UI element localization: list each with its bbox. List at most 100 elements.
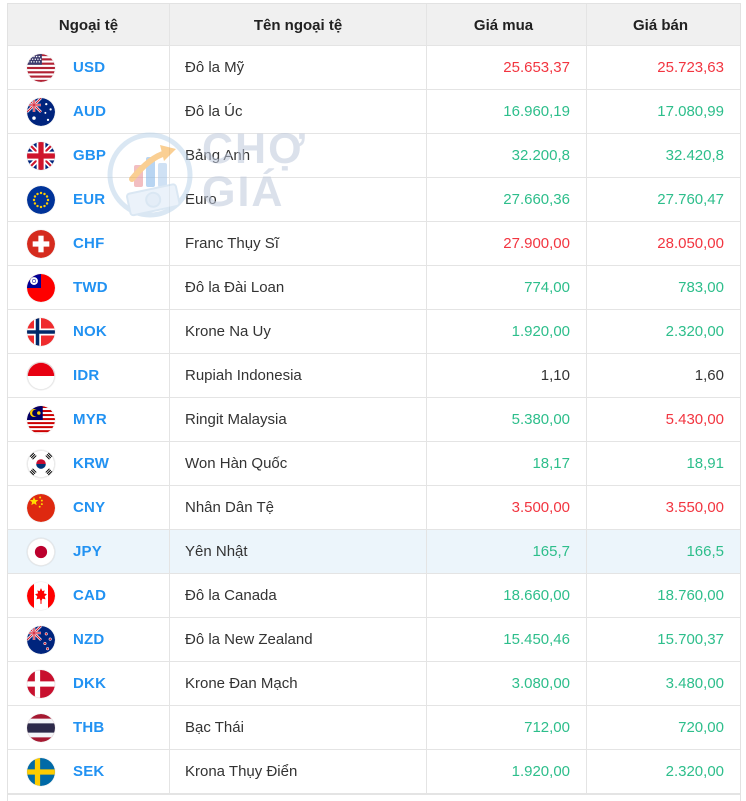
sweden-flag-icon <box>27 757 55 786</box>
buy-price: 3.500,00 <box>511 499 570 516</box>
currency-code-link[interactable]: DKK <box>73 675 107 692</box>
sell-price: 15.700,37 <box>657 631 724 648</box>
currency-row-cny[interactable]: CNY Nhân Dân Tệ 3.500,00 3.550,00 <box>8 486 740 530</box>
currency-cell: NOK <box>8 310 169 353</box>
currency-code-link[interactable]: MYR <box>73 411 107 428</box>
currency-code-link[interactable]: IDR <box>73 367 100 384</box>
buy-price: 25.653,37 <box>503 59 570 76</box>
sell-price: 18,91 <box>686 455 724 472</box>
currency-name: Won Hàn Quốc <box>169 442 426 485</box>
currency-row-nzd[interactable]: NZD Đô la New Zealand 15.450,46 15.700,3… <box>8 618 740 662</box>
currency-code-link[interactable]: USD <box>73 59 106 76</box>
currency-row-cad[interactable]: CAD Đô la Canada 18.660,00 18.760,00 <box>8 574 740 618</box>
currency-cell: DKK <box>8 662 169 705</box>
currency-code-link[interactable]: CNY <box>73 499 106 516</box>
currency-cell: AUD <box>8 90 169 133</box>
buy-price: 27.900,00 <box>503 235 570 252</box>
currency-code-link[interactable]: EUR <box>73 191 106 208</box>
buy-price: 1.920,00 <box>511 323 570 340</box>
currency-name: Yên Nhật <box>169 530 426 573</box>
currency-name: Bảng Anh <box>169 134 426 177</box>
buy-price: 1,10 <box>540 367 570 384</box>
currency-name: Nhân Dân Tệ <box>169 486 426 529</box>
indonesia-flag-icon <box>27 361 55 390</box>
currency-name: Franc Thụy Sĩ <box>169 222 426 265</box>
currency-row-jpy[interactable]: JPY Yên Nhật 165,7 166,5 <box>8 530 740 574</box>
currency-row-myr[interactable]: MYR Ringit Malaysia 5.380,00 5.430,00 <box>8 398 740 442</box>
buy-price: 712,00 <box>524 719 570 736</box>
currency-row-eur[interactable]: EUR Euro 27.660,36 27.760,47 <box>8 178 740 222</box>
currency-cell: NZD <box>8 618 169 661</box>
currency-cell: SEK <box>8 750 169 793</box>
currency-code-link[interactable]: TWD <box>73 279 108 296</box>
china-flag-icon <box>27 493 55 522</box>
currency-row-usd[interactable]: USD Đô la Mỹ 25.653,37 25.723,63 <box>8 46 740 90</box>
sell-price: 3.480,00 <box>665 675 724 692</box>
thailand-flag-icon <box>27 713 55 742</box>
currency-row-dkk[interactable]: DKK Krone Đan Mạch 3.080,00 3.480,00 <box>8 662 740 706</box>
column-header-buy-price: Giá mua <box>426 4 586 47</box>
currency-code-link[interactable]: KRW <box>73 455 110 472</box>
uk-flag-icon <box>27 141 55 170</box>
currency-cell: TWD <box>8 266 169 309</box>
currency-name: Rupiah Indonesia <box>169 354 426 397</box>
sell-price: 28.050,00 <box>657 235 724 252</box>
buy-price: 18.660,00 <box>503 587 570 604</box>
buy-price: 1.920,00 <box>511 763 570 780</box>
currency-code-link[interactable]: THB <box>73 719 105 736</box>
sell-price: 25.723,63 <box>657 59 724 76</box>
currency-row-gbp[interactable]: GBP Bảng Anh 32.200,8 32.420,8 <box>8 134 740 178</box>
taiwan-flag-icon <box>27 273 55 302</box>
currency-cell: GBP <box>8 134 169 177</box>
currency-row-idr[interactable]: IDR Rupiah Indonesia 1,10 1,60 <box>8 354 740 398</box>
sell-price: 1,60 <box>694 367 724 384</box>
currency-row-chf[interactable]: CHF Franc Thụy Sĩ 27.900,00 28.050,00 <box>8 222 740 266</box>
currency-cell: USD <box>8 46 169 89</box>
currency-name: Krone Đan Mạch <box>169 662 426 705</box>
currency-code-link[interactable]: NZD <box>73 631 105 648</box>
buy-price: 27.660,36 <box>503 191 570 208</box>
currency-name: Ringit Malaysia <box>169 398 426 441</box>
currency-cell: CAD <box>8 574 169 617</box>
sell-price: 166,5 <box>686 543 724 560</box>
norway-flag-icon <box>27 317 55 346</box>
currency-code-link[interactable]: GBP <box>73 147 107 164</box>
currency-code-link[interactable]: NOK <box>73 323 107 340</box>
currency-cell: MYR <box>8 398 169 441</box>
currency-row-thb[interactable]: THB Bạc Thái 712,00 720,00 <box>8 706 740 750</box>
sell-price: 32.420,8 <box>665 147 724 164</box>
currency-cell: KRW <box>8 442 169 485</box>
buy-price: 5.380,00 <box>511 411 570 428</box>
column-header-currency: Ngoại tệ <box>58 17 119 34</box>
sell-price: 27.760,47 <box>657 191 724 208</box>
buy-price: 18,17 <box>532 455 570 472</box>
sell-price: 2.320,00 <box>665 763 724 780</box>
currency-code-link[interactable]: CHF <box>73 235 105 252</box>
column-header-currency-name: Tên ngoại tệ <box>169 4 426 47</box>
exchange-rate-table: Ngoại tệ Tên ngoại tệ Giá mua Giá bán US… <box>7 3 741 801</box>
canada-flag-icon <box>27 581 55 610</box>
australia-flag-icon <box>27 97 55 126</box>
currency-row-aud[interactable]: AUD Đô la Úc 16.960,19 17.080,99 <box>8 90 740 134</box>
currency-row-sek[interactable]: SEK Krona Thụy Điển 1.920,00 2.320,00 <box>8 750 740 794</box>
currency-cell: IDR <box>8 354 169 397</box>
currency-code-link[interactable]: SEK <box>73 763 105 780</box>
currency-code-link[interactable]: CAD <box>73 587 107 604</box>
currency-cell: CHF <box>8 222 169 265</box>
currency-row-nok[interactable]: NOK Krone Na Uy 1.920,00 2.320,00 <box>8 310 740 354</box>
eu-flag-icon <box>27 185 55 214</box>
currency-code-link[interactable]: AUD <box>73 103 107 120</box>
currency-code-link[interactable]: JPY <box>73 543 102 560</box>
currency-name: Krona Thụy Điển <box>169 750 426 793</box>
buy-price: 32.200,8 <box>511 147 570 164</box>
currency-row-twd[interactable]: TWD Đô la Đài Loan 774,00 783,00 <box>8 266 740 310</box>
table-header-row: Ngoại tệ Tên ngoại tệ Giá mua Giá bán <box>8 4 740 47</box>
denmark-flag-icon <box>27 669 55 698</box>
currency-name: Đô la Mỹ <box>169 46 426 89</box>
currency-row-krw[interactable]: KRW Won Hàn Quốc 18,17 18,91 <box>8 442 740 486</box>
sell-price: 18.760,00 <box>657 587 724 604</box>
malaysia-flag-icon <box>27 405 55 434</box>
currency-cell: THB <box>8 706 169 749</box>
currency-name: Krone Na Uy <box>169 310 426 353</box>
buy-price: 15.450,46 <box>503 631 570 648</box>
